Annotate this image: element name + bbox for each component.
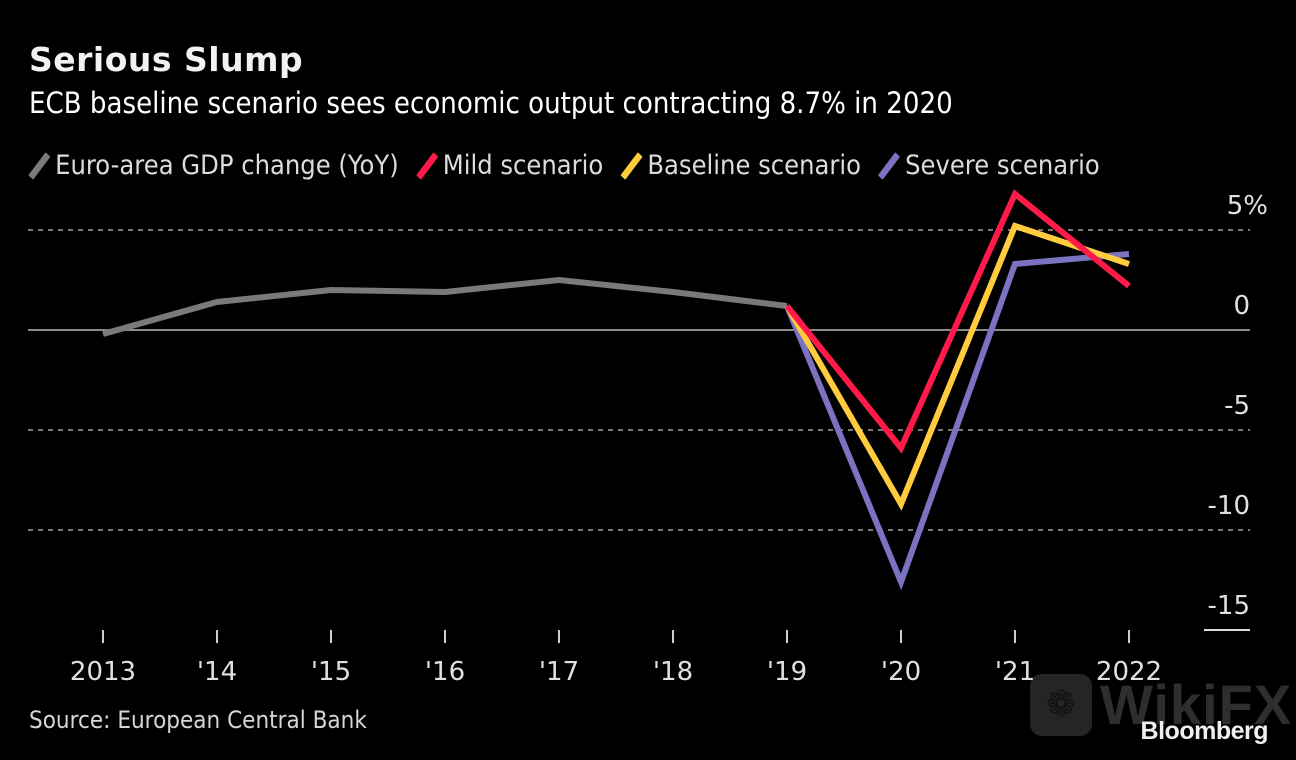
x-tick-label: '16 bbox=[425, 657, 465, 687]
source-note: Source: European Central Bank bbox=[29, 706, 367, 734]
legend-item-baseline: Baseline scenario bbox=[620, 150, 861, 181]
legend-label-gdp: Euro-area GDP change (YoY) bbox=[55, 150, 399, 181]
x-tick-label: '21 bbox=[995, 657, 1035, 687]
legend-label-severe: Severe scenario bbox=[905, 150, 1100, 181]
y-tick-label: 0 bbox=[1233, 291, 1250, 321]
y-tick-label: -10 bbox=[1208, 491, 1250, 521]
legend-label-baseline: Baseline scenario bbox=[647, 150, 861, 181]
watermark: ❁ WikiFX bbox=[1030, 672, 1292, 737]
bloomberg-logo: Bloomberg bbox=[1140, 717, 1269, 745]
y-tick-label: -5 bbox=[1224, 391, 1250, 421]
chart-title: Serious Slump bbox=[29, 40, 304, 79]
x-tick-label: '17 bbox=[539, 657, 579, 687]
series-line-gdp bbox=[102, 276, 788, 337]
legend-label-mild: Mild scenario bbox=[442, 150, 604, 181]
series-line-baseline bbox=[784, 222, 1130, 511]
x-tick-label: 2022 bbox=[1096, 657, 1162, 687]
x-tick-label: '19 bbox=[767, 657, 807, 687]
chart-subtitle: ECB baseline scenario sees economic outp… bbox=[29, 86, 953, 120]
y-tick-label: 5% bbox=[1227, 191, 1268, 221]
x-tick-label: '14 bbox=[197, 657, 237, 687]
legend-item-mild: Mild scenario bbox=[415, 150, 604, 181]
x-tick-label: '18 bbox=[653, 657, 693, 687]
legend: Euro-area GDP change (YoY) Mild scenario… bbox=[28, 150, 1118, 181]
x-tick-label: '15 bbox=[311, 657, 351, 687]
x-tick-label: 2013 bbox=[70, 657, 136, 687]
watermark-text: WikiFX bbox=[1100, 673, 1293, 736]
y-tick-label: -15 bbox=[1208, 591, 1250, 621]
legend-item-gdp: Euro-area GDP change (YoY) bbox=[28, 150, 399, 181]
series-line-mild bbox=[784, 189, 1131, 454]
series-line-severe bbox=[784, 251, 1130, 591]
eagle-logo-icon: ❁ bbox=[1030, 673, 1092, 736]
legend-item-severe: Severe scenario bbox=[878, 150, 1100, 181]
x-tick-label: '20 bbox=[881, 657, 921, 687]
